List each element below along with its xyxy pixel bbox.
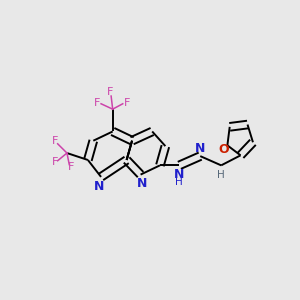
Text: N: N bbox=[195, 142, 206, 155]
Text: N: N bbox=[174, 168, 184, 181]
Text: O: O bbox=[218, 143, 229, 156]
Text: F: F bbox=[52, 157, 58, 167]
Text: F: F bbox=[107, 87, 113, 97]
Text: H: H bbox=[176, 177, 183, 187]
Text: F: F bbox=[68, 162, 74, 172]
Text: F: F bbox=[94, 98, 101, 108]
Text: N: N bbox=[137, 177, 147, 190]
Text: N: N bbox=[94, 180, 105, 193]
Text: F: F bbox=[123, 98, 130, 108]
Text: H: H bbox=[217, 169, 225, 180]
Text: F: F bbox=[52, 136, 58, 146]
